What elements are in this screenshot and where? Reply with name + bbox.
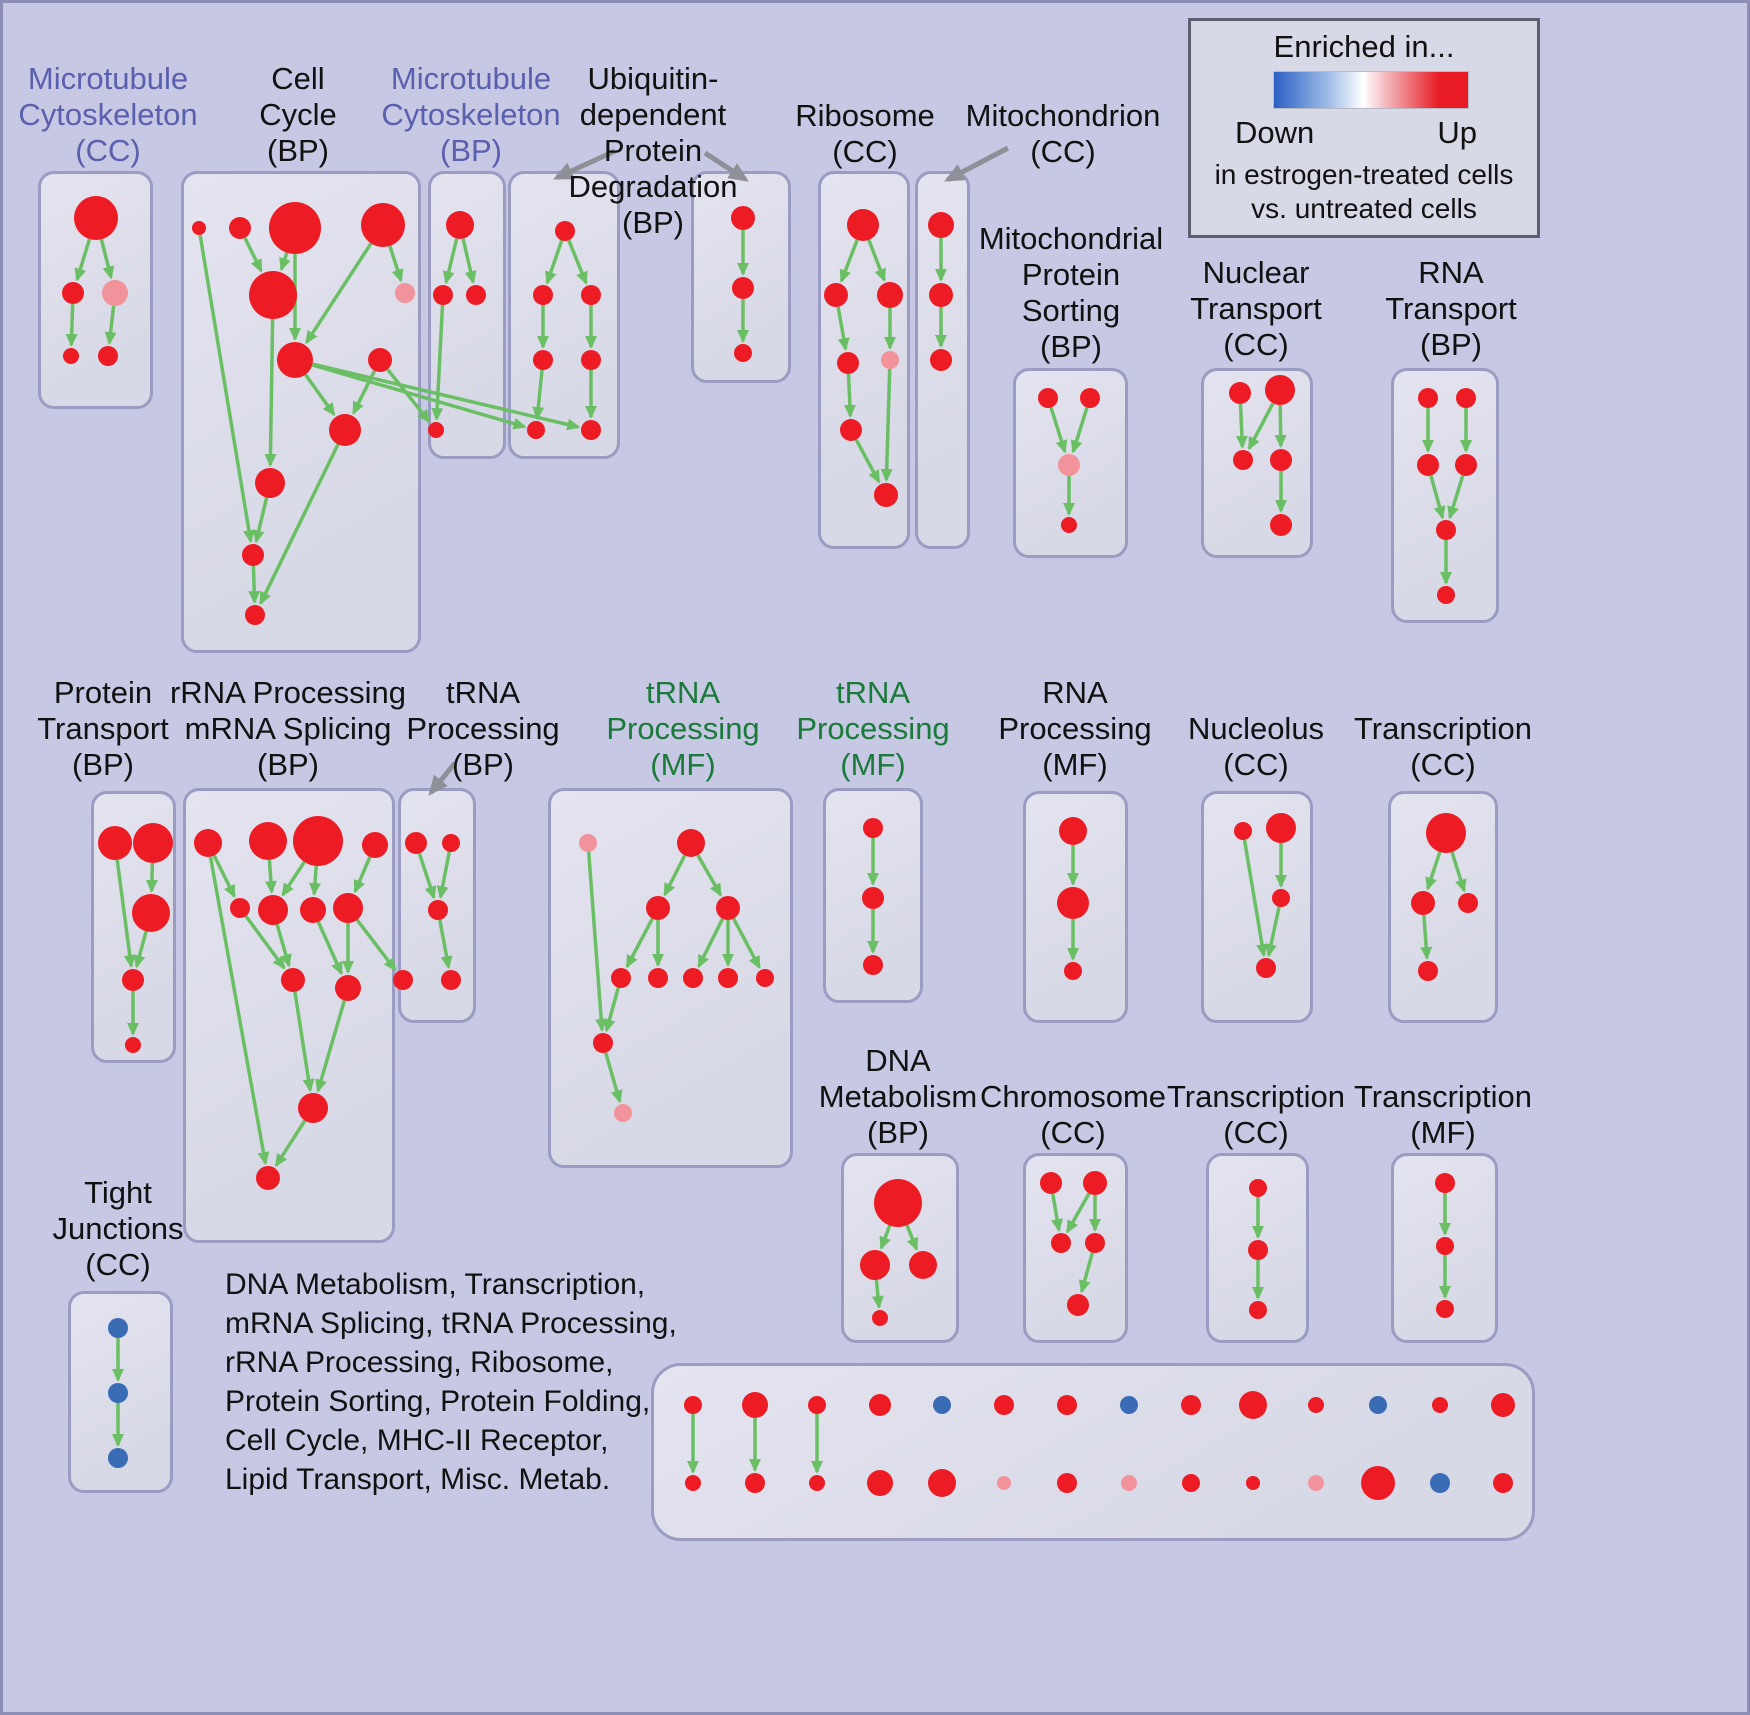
label-tight-junctions-cc: Tight Junctions (CC) [52, 1175, 184, 1282]
box-transcription-cc-2 [1206, 1153, 1309, 1343]
box-cell-cycle-bp [181, 171, 421, 653]
label-trna-processing-bp: tRNA Processing (BP) [406, 675, 560, 782]
box-dna-metabolism-bp [841, 1153, 959, 1343]
misc-line-2: mRNA Splicing, tRNA Processing, [225, 1307, 677, 1340]
label-transcription-cc-1: Transcription (CC) [1353, 711, 1533, 782]
misc-line-3: rRNA Processing, Ribosome, [225, 1346, 614, 1379]
legend-subtitle-line2: vs. untreated cells [1251, 193, 1477, 224]
misc-line-5: Cell Cycle, MHC-II Receptor, [225, 1424, 609, 1457]
label-dna-metabolism-bp: DNA Metabolism (BP) [818, 1043, 978, 1150]
label-rna-processing-mf: RNA Processing (MF) [998, 675, 1152, 782]
label-transcription-mf: Transcription (MF) [1353, 1079, 1533, 1150]
label-trna-processing-mf-1: tRNA Processing (MF) [606, 675, 760, 782]
label-nuclear-transport-cc: Nuclear Transport (CC) [1190, 255, 1322, 362]
box-ribosome-cc [818, 171, 910, 549]
box-mixed-miscellaneous [651, 1363, 1535, 1541]
box-nucleolus-cc [1201, 791, 1313, 1023]
label-microtubule-cytoskeleton-bp: Microtubule Cytoskeleton (BP) [381, 61, 561, 168]
box-chromosome-cc [1023, 1153, 1128, 1343]
box-mitochondrial-protein-sorting-bp [1013, 368, 1128, 558]
box-rna-transport-bp [1391, 368, 1499, 623]
misc-line-4: Protein Sorting, Protein Folding, [225, 1385, 651, 1418]
box-microtubule-cytoskeleton-cc [38, 171, 153, 409]
misc-line-1: DNA Metabolism, Transcription, [225, 1268, 646, 1301]
box-trna-processing-mf-1 [548, 788, 793, 1168]
label-mitochondrial-protein-sorting-bp: Mitochondrial Protein Sorting (BP) [978, 221, 1164, 364]
legend-down-label: Down [1235, 115, 1315, 150]
box-trna-processing-mf-2 [823, 788, 923, 1003]
legend-title: Enriched in... [1273, 29, 1455, 64]
box-transcription-cc-1 [1388, 791, 1498, 1023]
label-rna-transport-bp: RNA Transport (BP) [1385, 255, 1517, 362]
box-transcription-mf [1391, 1153, 1498, 1343]
label-chromosome-cc: Chromosome (CC) [979, 1079, 1167, 1150]
misc-line-6: Lipid Transport, Misc. Metab. [225, 1463, 611, 1496]
label-trna-processing-mf-2: tRNA Processing (MF) [796, 675, 950, 782]
box-tight-junctions-cc [68, 1291, 173, 1493]
box-rna-processing-mf [1023, 791, 1128, 1023]
legend: Enriched in... Down Up in estrogen-treat… [1188, 18, 1540, 238]
label-ubiquitin-degradation-bp: Ubiquitin-dependent Protein Degradation (BP… [568, 61, 738, 240]
label-nucleolus-cc: Nucleolus (CC) [1187, 711, 1325, 782]
box-microtubule-cytoskeleton-bp [428, 171, 506, 459]
box-protein-transport-bp [91, 791, 176, 1063]
legend-subtitle-line1: in estrogen-treated cells [1214, 159, 1514, 190]
label-rrna-processing-mrna-splicing-bp: rRNA Processing mRNA Splicing (BP) [169, 675, 407, 782]
box-trna-processing-bp [398, 788, 476, 1023]
label-mitochondrion-cc: Mitochondrion (CC) [965, 98, 1161, 169]
box-mitochondrion-cc [915, 171, 970, 549]
box-rrna-processing-mrna-splicing-bp [183, 788, 395, 1243]
label-protein-transport-bp: Protein Transport (BP) [37, 675, 169, 782]
misc-categories-note: DNA Metabolism, Transcription, mRNA Spli… [225, 1265, 677, 1499]
box-nuclear-transport-cc [1201, 368, 1313, 558]
legend-gradient-bar [1273, 71, 1469, 109]
label-transcription-cc-2: Transcription (CC) [1166, 1079, 1346, 1150]
legend-up-label: Up [1437, 115, 1477, 150]
label-cell-cycle-bp: Cell Cycle (BP) [259, 61, 337, 168]
label-microtubule-cytoskeleton-cc: Microtubule Cytoskeleton (CC) [18, 61, 198, 168]
label-ribosome-cc: Ribosome (CC) [795, 98, 935, 169]
